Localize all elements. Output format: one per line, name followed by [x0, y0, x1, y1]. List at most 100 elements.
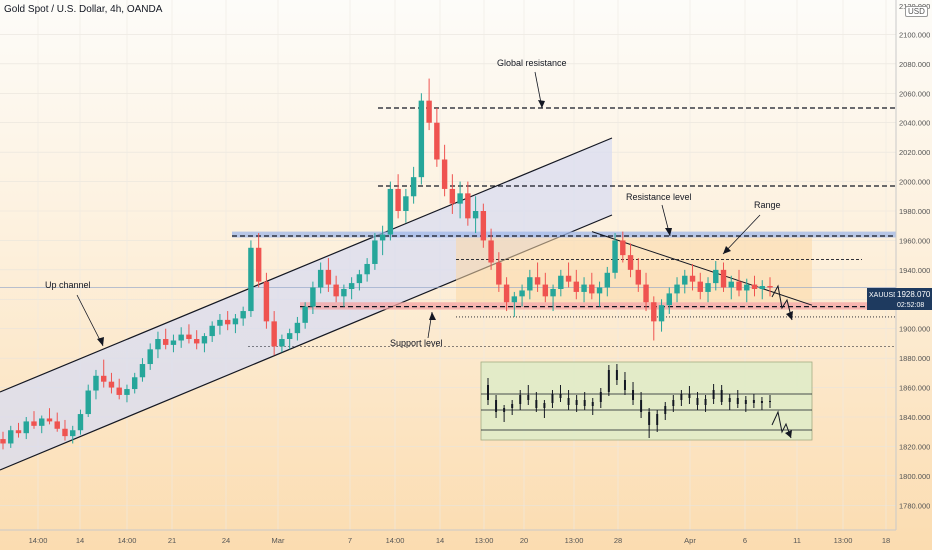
candle-body [263, 281, 270, 322]
resistance-zone [232, 231, 896, 238]
candle-body [294, 322, 301, 334]
inset-bar-body [527, 395, 530, 400]
candle-body [697, 281, 703, 292]
candle-body [542, 284, 549, 297]
candle-body [496, 262, 502, 285]
candle-body [472, 211, 479, 219]
price-tick-label: 1860.000 [899, 384, 930, 393]
inset-bar-body [615, 370, 618, 380]
candle-body [751, 284, 758, 289]
candle-body [8, 430, 14, 444]
candle-body [116, 387, 122, 395]
candle-body [379, 234, 386, 241]
inset-bar-body [769, 401, 771, 402]
projection-path [771, 284, 793, 321]
candle-body [77, 414, 84, 431]
arrowhead [97, 337, 104, 346]
chart-title: Gold Spot / U.S. Dollar, 4h, OANDA [4, 4, 163, 15]
up-channel-label: Up channel [45, 280, 91, 290]
candle-body [364, 263, 370, 275]
candle-body [488, 240, 494, 263]
inset-bar-body [680, 394, 683, 400]
candle-body [85, 390, 91, 415]
candle-body [217, 319, 223, 326]
candle-body [674, 284, 680, 294]
time-tick-label: Mar [272, 536, 285, 545]
candle-body [426, 100, 432, 123]
candle-body [93, 375, 99, 391]
inset-bar-body [551, 394, 554, 403]
candle-body [372, 240, 378, 264]
candle-body [271, 321, 277, 347]
inset-bar-body [696, 398, 699, 405]
up-channel-arrow [76, 294, 104, 347]
inset-bar-body [752, 400, 755, 403]
inset-bar-body [760, 401, 763, 403]
candle-body [519, 290, 525, 297]
price-tag-countdown: 02:52:08 [897, 302, 924, 309]
inset-bar-body [704, 399, 707, 405]
candle-body [0, 439, 6, 444]
candle-body [333, 284, 339, 297]
inset-bar-body [623, 380, 626, 390]
candle-body [131, 377, 138, 390]
candle-body [581, 284, 587, 292]
time-axis[interactable]: 14:00 14 14:00 21 24 Mar 7 14:00 14 13:00 20 13:00 2… [0, 529, 896, 545]
support-zone [300, 302, 896, 310]
price-tick-label: 1800.000 [899, 472, 930, 481]
candle-body [720, 269, 727, 288]
price-tick-label: 1980.000 [899, 207, 930, 216]
range-arrow [722, 214, 761, 255]
inset-bar-body [640, 400, 643, 412]
candle-body [193, 339, 200, 344]
annotations: Global resistance Resistance level Range… [45, 58, 793, 439]
candle-body [573, 281, 580, 292]
candle-body [356, 274, 363, 284]
candle-body [457, 193, 463, 204]
candle-body [255, 247, 262, 282]
candle-body [449, 188, 456, 204]
candle-body [155, 339, 161, 350]
candle-body [550, 288, 556, 297]
inset-bar-body [607, 370, 610, 392]
inset-bar-body [487, 385, 489, 400]
candle-body [511, 296, 518, 303]
price-tag-symbol: XAUUSD [869, 292, 898, 299]
price-axis[interactable]: 1780.000 1800.000 1820.000 1840.000 1860.000… [895, 0, 930, 530]
candle-body [418, 100, 425, 178]
price-tick-label: 1780.000 [899, 501, 930, 510]
candle-body [201, 336, 208, 344]
inset-bar-body [728, 398, 731, 402]
candle-body [682, 275, 688, 285]
currency-badge[interactable]: USD [905, 6, 928, 17]
candle-body [441, 159, 448, 189]
range [456, 237, 812, 303]
time-tick-label: 6 [743, 536, 747, 545]
candle-body [705, 283, 711, 292]
time-tick-label: 13:00 [565, 536, 584, 545]
candle-body [232, 318, 239, 325]
price-tick-label: 2020.000 [899, 148, 930, 157]
candle-body [341, 288, 347, 297]
candle-body [279, 339, 285, 347]
candle-body [434, 122, 440, 160]
candle-body [604, 272, 611, 288]
candle-body [325, 269, 332, 285]
candle-body [224, 319, 231, 325]
price-tick-label: 2060.000 [899, 89, 930, 98]
inset-bar-body [720, 390, 723, 402]
up-channel-upper-line [0, 137, 613, 393]
current-price-label: XAUUSD 1928.070 02:52:08 [867, 288, 932, 310]
candle-body [108, 381, 115, 388]
candle-body [666, 293, 672, 306]
inset-bar-body [599, 392, 602, 402]
candle-body [162, 339, 169, 345]
time-tick-label: 14:00 [386, 536, 405, 545]
candle-body [387, 188, 394, 235]
range-inset [480, 361, 813, 441]
inset-bar-body [543, 403, 546, 408]
time-tick-label: 28 [614, 536, 622, 545]
levels [0, 107, 896, 347]
inset-bar-body [688, 394, 691, 398]
